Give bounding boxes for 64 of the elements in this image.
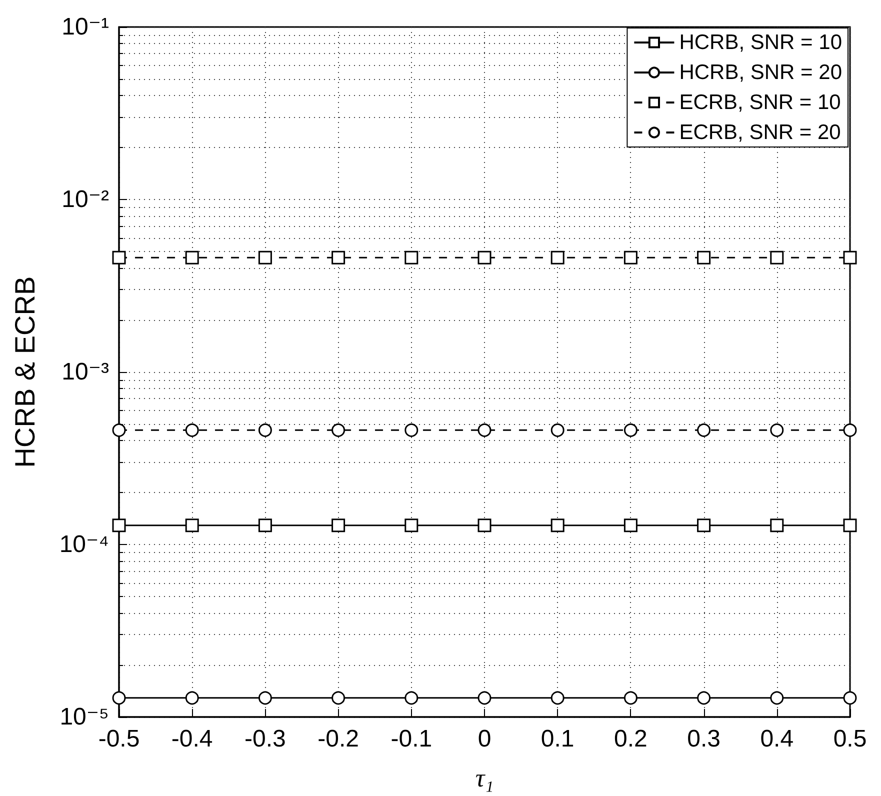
point (478, 250, 492, 264)
point (404, 250, 418, 264)
x-tick-label: 0.1 (540, 726, 574, 752)
point (843, 518, 857, 532)
point (112, 250, 126, 264)
point (550, 691, 564, 705)
point (770, 691, 784, 705)
point (770, 518, 784, 532)
point (185, 250, 199, 264)
point (332, 423, 346, 437)
point (185, 691, 199, 705)
point (770, 250, 784, 264)
point (624, 518, 638, 532)
point (770, 423, 784, 437)
point (258, 250, 272, 264)
point (404, 518, 418, 532)
legend-label: ECRB, SNR = 10 (679, 91, 841, 114)
point (697, 250, 711, 264)
legend-label: ECRB, SNR = 20 (679, 121, 841, 144)
x-tick-label: -0.3 (244, 726, 286, 752)
point (185, 518, 199, 532)
point (112, 423, 126, 437)
x-axis-title: τ₁ (475, 764, 494, 792)
point (404, 691, 418, 705)
point (112, 518, 126, 532)
point (843, 423, 857, 437)
point (550, 518, 564, 532)
legend-label: HCRB, SNR = 20 (679, 61, 842, 84)
point (332, 250, 346, 264)
point (258, 423, 272, 437)
point (550, 423, 564, 437)
point (112, 691, 126, 705)
point (478, 691, 492, 705)
x-tick-label: -0.4 (171, 726, 213, 752)
point (478, 518, 492, 532)
x-tick-label: 0.2 (614, 726, 648, 752)
x-tick-label: 0.4 (760, 726, 794, 752)
y-tick-label: 10⁻⁴ (59, 531, 109, 558)
point (624, 691, 638, 705)
point (258, 691, 272, 705)
x-tick-label: 0.3 (687, 726, 720, 752)
point (332, 691, 346, 705)
x-tick-label: 0 (478, 726, 492, 752)
point (843, 691, 857, 705)
x-tick-label: 0.5 (833, 726, 867, 752)
point (624, 423, 638, 437)
point (697, 423, 711, 437)
point (332, 518, 346, 532)
y-tick-label: 10⁻³ (62, 358, 110, 386)
point (624, 250, 638, 264)
y-axis-title: HCRB & ECRB (10, 276, 40, 468)
point (185, 423, 199, 437)
y-tick-label: 10⁻² (62, 186, 110, 213)
point (550, 250, 564, 264)
point (697, 691, 711, 705)
point (843, 250, 857, 264)
point (404, 423, 418, 437)
x-tick-label: -0.2 (318, 726, 359, 752)
legend-label: HCRB, SNR = 10 (679, 31, 842, 54)
point (697, 518, 711, 532)
point (258, 518, 272, 532)
y-tick-label: 10⁻¹ (62, 14, 110, 40)
x-tick-label: -0.1 (390, 726, 432, 752)
point (478, 423, 492, 437)
